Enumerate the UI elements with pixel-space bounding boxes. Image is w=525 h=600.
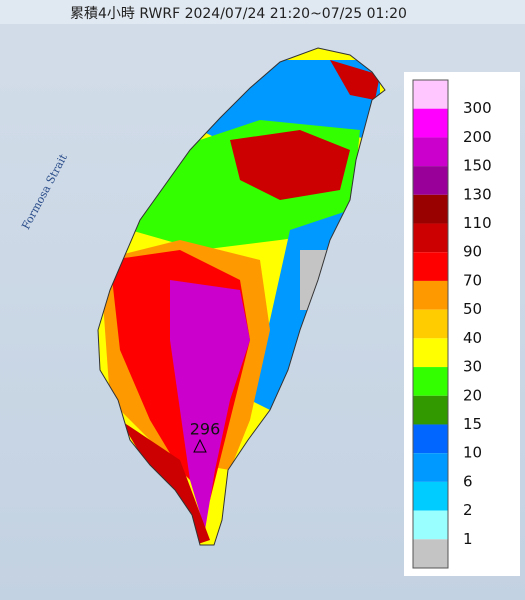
legend-swatch	[413, 367, 448, 396]
legend-swatch	[413, 137, 448, 167]
legend-frame	[412, 79, 449, 569]
legend: 300 200 150 130 110 90 70 50 40 30 20 15 10 6 2 1	[412, 79, 492, 569]
legend-swatch	[413, 510, 448, 540]
legend-swatch	[413, 338, 448, 368]
coastline	[97, 47, 386, 546]
legend-swatch	[413, 309, 448, 339]
legend-label: 110	[463, 214, 492, 232]
legend-swatch	[413, 424, 448, 454]
max-marker	[193, 438, 207, 453]
legend-label: 200	[463, 128, 492, 146]
legend-label: 6	[463, 472, 473, 490]
legend-label: 300	[463, 99, 492, 117]
legend-label: 30	[463, 358, 482, 376]
legend-label: 90	[463, 243, 482, 261]
legend-swatch	[413, 166, 448, 195]
legend-label: 10	[463, 444, 482, 462]
legend-label: 130	[463, 185, 492, 203]
legend-swatch	[413, 481, 448, 511]
legend-swatch	[413, 252, 448, 281]
legend-swatch	[413, 223, 448, 253]
legend-label: 150	[463, 157, 492, 175]
max-label: 296	[190, 420, 221, 439]
legend-swatch	[413, 108, 448, 138]
legend-swatch	[413, 194, 448, 224]
legend-label: 15	[463, 415, 482, 433]
legend-label: 70	[463, 271, 482, 289]
legend-label: 1	[463, 530, 473, 548]
legend-swatch	[413, 280, 448, 310]
legend-swatch	[413, 539, 448, 568]
legend-swatch	[413, 453, 448, 482]
legend-label: 50	[463, 300, 482, 318]
legend-label: 40	[463, 329, 482, 347]
legend-label: 20	[463, 386, 482, 404]
title-band	[0, 0, 525, 24]
legend-swatch	[413, 80, 448, 109]
legend-label: 2	[463, 501, 473, 519]
title: 累積4小時 RWRF 2024/07/24 21:20~07/25 01:20	[70, 6, 407, 22]
legend-swatch	[413, 395, 448, 425]
